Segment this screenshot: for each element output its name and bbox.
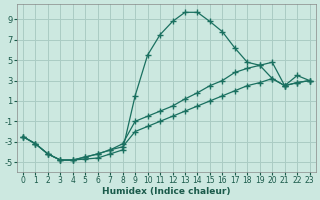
X-axis label: Humidex (Indice chaleur): Humidex (Indice chaleur) — [102, 187, 230, 196]
